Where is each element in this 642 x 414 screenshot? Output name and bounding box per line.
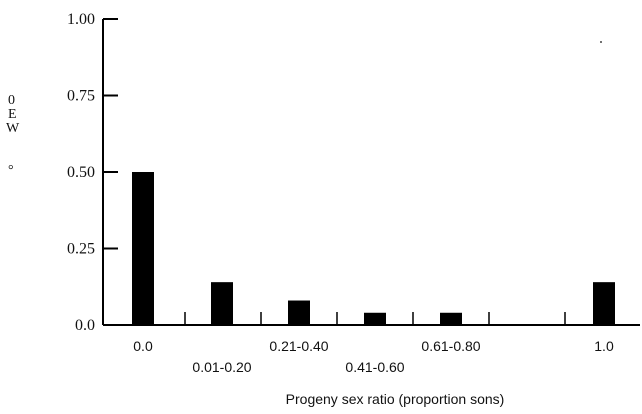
- x-tick-label: 0.61-0.80: [421, 338, 480, 354]
- y-ticks: 0.0 0.25 0.50 0.75 1.00: [67, 11, 118, 334]
- bar: [211, 282, 233, 325]
- x-tick-label: 0.41-0.60: [345, 359, 404, 375]
- x-labels: 0.0 0.01-0.20 0.21-0.40 0.41-0.60 0.61-0.80 1…: [133, 338, 614, 375]
- ylabel-fragment: °: [8, 163, 14, 178]
- y-tick-label: 1.00: [67, 11, 95, 28]
- x-tick-label: 0.01-0.20: [192, 359, 251, 375]
- y-tick-label: 0.0: [75, 317, 95, 334]
- x-tick-label: 0.21-0.40: [269, 338, 328, 354]
- bars: [132, 172, 615, 325]
- y-tick-label: 0.50: [67, 164, 95, 181]
- x-tick-label: 1.0: [594, 338, 614, 354]
- x-tick-label: 0.0: [133, 338, 153, 354]
- ylabel-fragment: W: [6, 121, 20, 136]
- stray-dot: [600, 41, 602, 43]
- x-axis-title: Progeny sex ratio (proportion sons): [286, 391, 505, 407]
- y-tick-label: 0.25: [67, 241, 95, 258]
- ylabel-fragment: E: [8, 107, 17, 122]
- x-minor-ticks: [184, 312, 566, 325]
- bar: [364, 312, 386, 325]
- y-tick-label: 0.75: [67, 88, 95, 105]
- bar: [440, 312, 462, 325]
- bar: [132, 172, 154, 325]
- bar: [593, 282, 615, 325]
- ylabel-fragment: 0: [8, 93, 15, 108]
- bar: [288, 300, 310, 325]
